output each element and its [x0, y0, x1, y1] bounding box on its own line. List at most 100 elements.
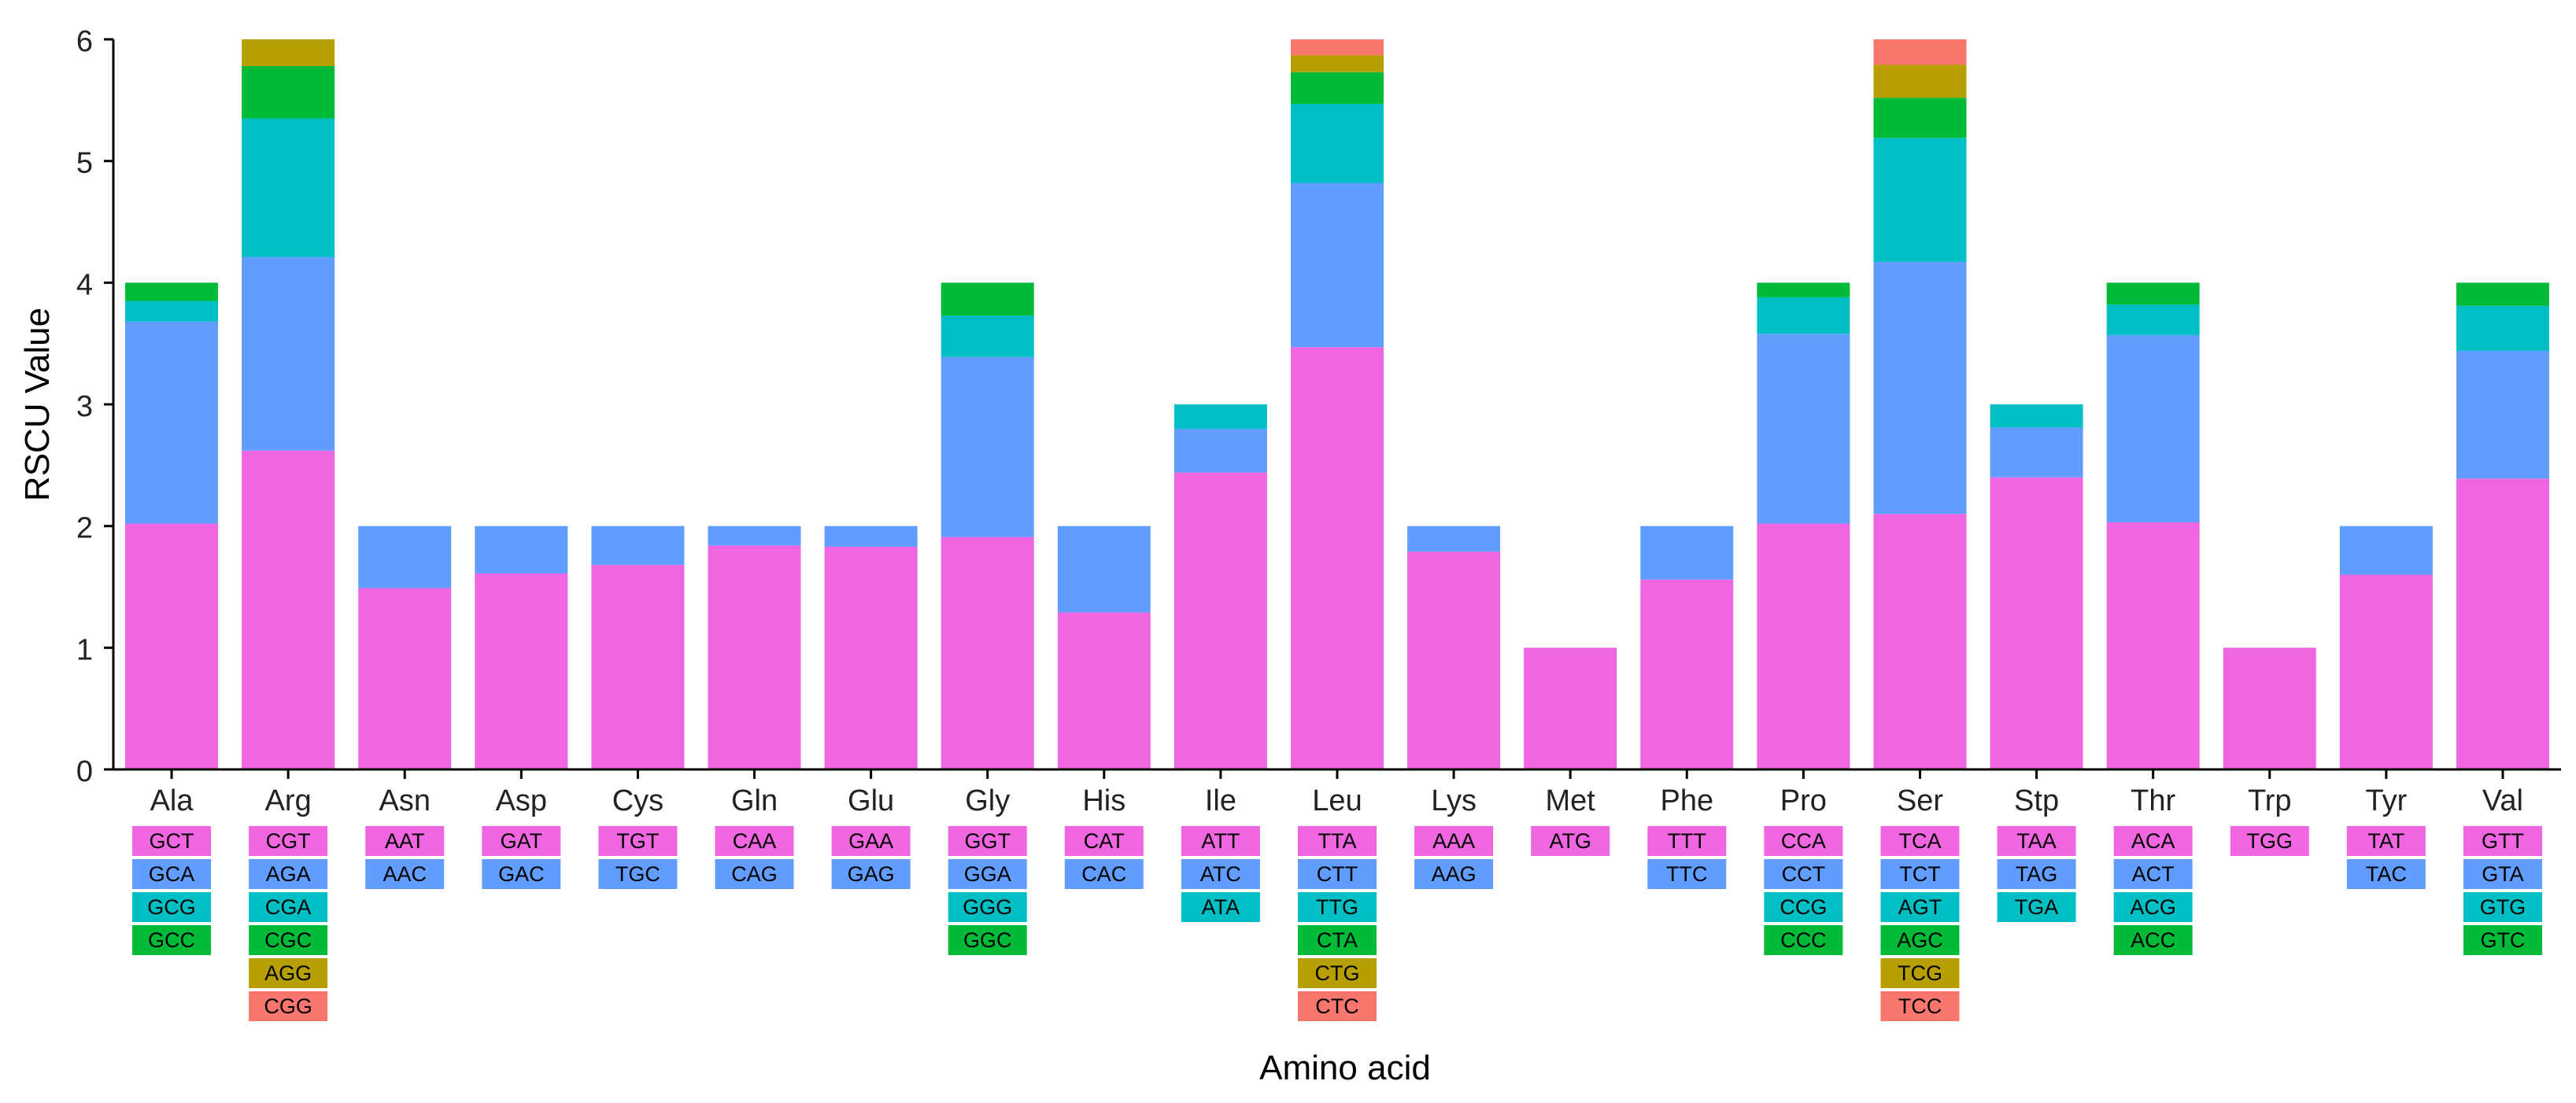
codon-label-ctg: CTG [1315, 961, 1360, 985]
bar-segment-met-atg [1524, 647, 1617, 769]
codon-box-atc [1181, 859, 1260, 889]
codon-box-tta [1298, 826, 1377, 856]
bar-segment-val-gtt [2456, 478, 2549, 769]
codon-label-tac: TAC [2366, 862, 2407, 886]
codon-label-gat: GAT [501, 829, 543, 853]
codon-label-agg: AGG [264, 961, 312, 985]
codon-box-gct [132, 826, 212, 856]
bar-segment-thr-acg [2106, 304, 2200, 335]
bar-segment-ser-tct [1873, 262, 1967, 515]
codon-label-tcc: TCC [1898, 994, 1942, 1018]
codon-label-agt: AGT [1898, 895, 1942, 919]
codon-box-gcc [132, 925, 212, 955]
codon-box-tcg [1880, 958, 1960, 988]
codon-label-cag: CAG [731, 862, 778, 886]
codon-box-cct [1764, 859, 1843, 889]
y-tick-label: 2 [76, 512, 93, 545]
codon-label-ttc: TTC [1666, 862, 1707, 886]
y-tick-label: 4 [76, 268, 93, 301]
x-ticks: Ala Arg Asn Asp Cys Gln Glu Gly His Ile Leu Lys Met P… [150, 769, 2523, 817]
codon-box-ccg [1764, 892, 1843, 922]
codon-label-tct: TCT [1899, 862, 1940, 886]
bar-segment-thr-aca [2106, 522, 2200, 769]
bar-segment-his-cat [1057, 612, 1151, 769]
codon-label-tga: TGA [2015, 895, 2059, 919]
codon-label-cta: CTA [1317, 928, 1358, 952]
x-tick-label-ala: Ala [150, 784, 194, 817]
bar-segment-ser-tcc [1873, 39, 1967, 65]
codon-label-cct: CCT [1782, 862, 1826, 886]
codon-box-taa [1997, 826, 2076, 856]
bar-segment-ser-agc [1873, 98, 1967, 138]
codon-label-taa: TAA [2016, 829, 2057, 853]
codon-box-tca [1880, 826, 1960, 856]
codon-box-ccc [1764, 925, 1843, 955]
codon-box-ctc [1298, 991, 1377, 1021]
codon-box-agg [249, 958, 328, 988]
x-tick-label-gln: Gln [731, 784, 778, 817]
bar-segment-arg-cgc [242, 66, 335, 119]
bar-segment-ile-att [1173, 472, 1267, 769]
bar-segment-stp-tag [1990, 427, 2083, 478]
bar-segment-arg-aga [242, 256, 335, 451]
codon-box-tgg [2230, 826, 2309, 856]
bar-segment-ala-gca [125, 321, 219, 524]
bar-segment-arg-agg [242, 39, 335, 67]
codon-label-tcg: TCG [1898, 961, 1942, 985]
x-tick-label-gly: Gly [965, 784, 1010, 817]
x-tick-label-cys: Cys [612, 784, 663, 817]
codon-legend: GCT GCA GCG GCC CGT AGA CGA CGC AGG CGG AAT AAC GAT G… [132, 826, 2542, 1021]
bar-segment-pro-cca [1757, 523, 1850, 769]
codon-label-gac: GAC [498, 862, 545, 886]
x-tick-label-val: Val [2482, 784, 2523, 817]
codon-box-gag [831, 859, 911, 889]
codon-box-aag [1414, 859, 1494, 889]
codon-label-ggc: GGC [963, 928, 1012, 952]
codon-label-agc: AGC [1897, 928, 1943, 952]
codon-label-gaa: GAA [848, 829, 893, 853]
codon-label-gtt: GTT [2482, 829, 2524, 853]
codon-box-caa [715, 826, 794, 856]
codon-box-gat [482, 826, 561, 856]
codon-box-cag [715, 859, 794, 889]
y-tick-label: 1 [76, 633, 93, 666]
codon-box-ctt [1298, 859, 1377, 889]
codon-box-agc [1880, 925, 1960, 955]
codon-label-acg: ACG [2130, 895, 2176, 919]
bar-segment-lys-aag [1407, 526, 1501, 552]
codon-label-aca: ACA [2131, 829, 2175, 853]
codon-label-tgc: TGC [615, 862, 660, 886]
codon-label-tat: TAT [2367, 829, 2404, 853]
bar-segment-leu-ctt [1291, 183, 1384, 348]
codon-box-ttt [1647, 826, 1727, 856]
x-axis-title: Amino acid [1259, 1049, 1431, 1087]
codon-box-acc [2113, 925, 2193, 955]
bar-segment-his-cac [1057, 526, 1151, 613]
codon-label-gca: GCA [149, 862, 195, 886]
bar-segment-asp-gat [475, 573, 568, 769]
codon-box-ata [1181, 892, 1260, 922]
codon-box-cta [1298, 925, 1377, 955]
bar-segment-val-gtc [2456, 282, 2549, 306]
bar-segment-lys-aaa [1407, 552, 1501, 769]
codon-box-ggg [948, 892, 1027, 922]
codon-box-ttc [1647, 859, 1727, 889]
bar-segment-phe-ttc [1640, 526, 1734, 580]
bar-segment-gln-cag [708, 526, 801, 546]
bar-segment-val-gta [2456, 350, 2549, 479]
bar-segment-leu-ttg [1291, 103, 1384, 183]
codon-label-gcg: GCG [147, 895, 196, 919]
codon-label-tta: TTA [1318, 829, 1357, 853]
bar-segment-gly-ggt [941, 537, 1034, 769]
x-tick-label-lys: Lys [1431, 784, 1476, 817]
codon-label-gga: GGA [964, 862, 1011, 886]
codon-label-ata: ATA [1202, 895, 1240, 919]
codon-label-att: ATT [1201, 829, 1240, 853]
codon-box-cca [1764, 826, 1843, 856]
codon-label-ggg: GGG [963, 895, 1012, 919]
bar-segment-gly-ggg [941, 315, 1034, 357]
x-tick-label-met: Met [1546, 784, 1596, 817]
bar-segment-thr-acc [2106, 282, 2200, 305]
codon-box-gcg [132, 892, 212, 922]
